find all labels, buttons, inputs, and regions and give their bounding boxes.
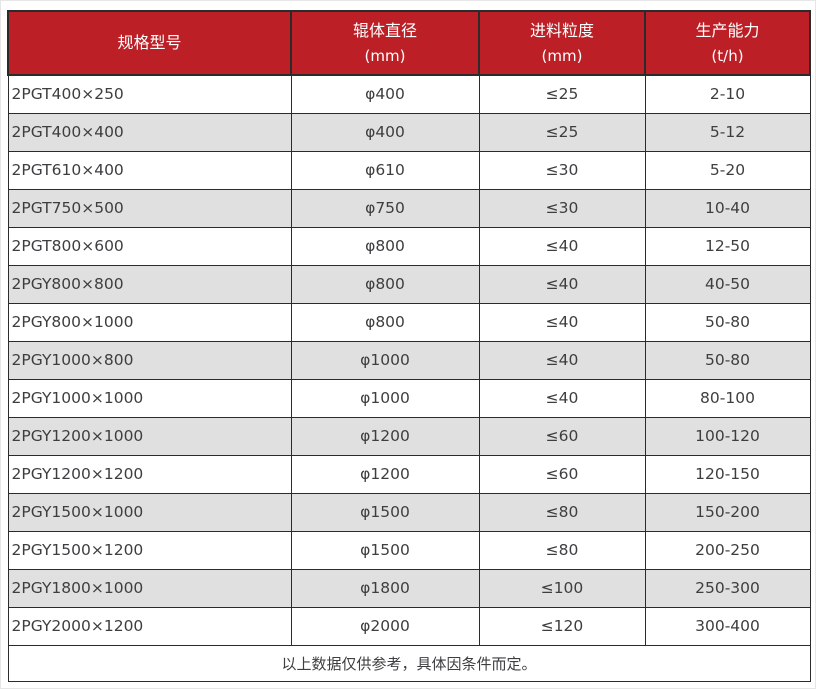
header-cell-model: 规格型号: [7, 10, 292, 76]
value-cell: 5-12: [644, 112, 811, 152]
value-cell: 40-50: [644, 264, 811, 304]
table-row: 2PGY1500×1000 φ1500 ≤80 150-200: [7, 492, 811, 532]
value-cell: 50-80: [644, 302, 811, 342]
model-cell: 2PGY1500×1200: [7, 530, 292, 570]
value-cell: ≤40: [478, 378, 646, 418]
footnote-text: 以上数据仅供参考，具体因条件而定。: [7, 644, 811, 682]
value-cell: ≤60: [478, 454, 646, 494]
table-row: 2PGT800×600 φ800 ≤40 12-50: [7, 226, 811, 266]
table-row: 2PGT400×400 φ400 ≤25 5-12: [7, 112, 811, 152]
model-cell: 2PGT400×400: [7, 112, 292, 152]
value-cell: 2-10: [644, 74, 811, 114]
value-cell: ≤25: [478, 74, 646, 114]
table-row: 2PGY2000×1200 φ2000 ≤120 300-400: [7, 606, 811, 646]
value-cell: 150-200: [644, 492, 811, 532]
spec-table: 规格型号 辊体直径 (mm) 进料粒度 (mm) 生产能力 (t/h) 2PGT…: [7, 10, 811, 682]
model-cell: 2PGY1200×1200: [7, 454, 292, 494]
model-cell: 2PGY2000×1200: [7, 606, 292, 646]
table-row: 2PGY1800×1000 φ1800 ≤100 250-300: [7, 568, 811, 608]
value-cell: φ1200: [290, 416, 480, 456]
value-cell: ≤80: [478, 492, 646, 532]
value-cell: 100-120: [644, 416, 811, 456]
table-row: 2PGY1200×1200 φ1200 ≤60 120-150: [7, 454, 811, 494]
value-cell: ≤40: [478, 302, 646, 342]
value-cell: ≤60: [478, 416, 646, 456]
header-title: 规格型号: [117, 33, 182, 52]
value-cell: φ1200: [290, 454, 480, 494]
value-cell: φ750: [290, 188, 480, 228]
table-row: 2PGY1500×1200 φ1500 ≤80 200-250: [7, 530, 811, 570]
value-cell: 250-300: [644, 568, 811, 608]
header-row: 规格型号 辊体直径 (mm) 进料粒度 (mm) 生产能力 (t/h): [7, 10, 811, 76]
header-title: 生产能力: [695, 21, 760, 40]
value-cell: φ1500: [290, 492, 480, 532]
value-cell: φ800: [290, 264, 480, 304]
value-cell: ≤40: [478, 340, 646, 380]
spec-table-footer: 以上数据仅供参考，具体因条件而定。: [7, 644, 811, 682]
value-cell: φ610: [290, 150, 480, 190]
model-cell: 2PGY1000×800: [7, 340, 292, 380]
value-cell: φ800: [290, 302, 480, 342]
header-cell-feed-size: 进料粒度 (mm): [478, 10, 646, 76]
value-cell: φ2000: [290, 606, 480, 646]
model-cell: 2PGT400×250: [7, 74, 292, 114]
model-cell: 2PGT610×400: [7, 150, 292, 190]
header-unit: (mm): [541, 47, 583, 65]
header-title: 进料粒度: [529, 21, 594, 40]
table-row: 2PGT750×500 φ750 ≤30 10-40: [7, 188, 811, 228]
header-cell-roller-diameter: 辊体直径 (mm): [290, 10, 480, 76]
value-cell: ≤30: [478, 188, 646, 228]
model-cell: 2PGY1500×1000: [7, 492, 292, 532]
model-cell: 2PGY1000×1000: [7, 378, 292, 418]
value-cell: 5-20: [644, 150, 811, 190]
value-cell: φ1000: [290, 340, 480, 380]
table-row: 2PGY1000×1000 φ1000 ≤40 80-100: [7, 378, 811, 418]
model-cell: 2PGY800×1000: [7, 302, 292, 342]
table-row: 2PGY800×800 φ800 ≤40 40-50: [7, 264, 811, 304]
value-cell: 300-400: [644, 606, 811, 646]
value-cell: φ400: [290, 112, 480, 152]
value-cell: φ1000: [290, 378, 480, 418]
header-title: 辊体直径: [352, 21, 417, 40]
header-unit: (mm): [364, 47, 406, 65]
model-cell: 2PGY1200×1000: [7, 416, 292, 456]
value-cell: φ1800: [290, 568, 480, 608]
value-cell: ≤30: [478, 150, 646, 190]
value-cell: 12-50: [644, 226, 811, 266]
value-cell: 10-40: [644, 188, 811, 228]
model-cell: 2PGT800×600: [7, 226, 292, 266]
header-unit: (t/h): [711, 47, 744, 65]
table-row: 2PGY1200×1000 φ1200 ≤60 100-120: [7, 416, 811, 456]
value-cell: 200-250: [644, 530, 811, 570]
table-row: 2PGT610×400 φ610 ≤30 5-20: [7, 150, 811, 190]
model-cell: 2PGT750×500: [7, 188, 292, 228]
value-cell: φ800: [290, 226, 480, 266]
value-cell: ≤120: [478, 606, 646, 646]
value-cell: φ1500: [290, 530, 480, 570]
value-cell: ≤100: [478, 568, 646, 608]
value-cell: ≤40: [478, 264, 646, 304]
value-cell: 80-100: [644, 378, 811, 418]
model-cell: 2PGY800×800: [7, 264, 292, 304]
table-row: 2PGY1000×800 φ1000 ≤40 50-80: [7, 340, 811, 380]
spec-table-header: 规格型号 辊体直径 (mm) 进料粒度 (mm) 生产能力 (t/h): [7, 10, 811, 76]
value-cell: ≤80: [478, 530, 646, 570]
table-row: 2PGT400×250 φ400 ≤25 2-10: [7, 74, 811, 114]
table-row: 2PGY800×1000 φ800 ≤40 50-80: [7, 302, 811, 342]
value-cell: ≤25: [478, 112, 646, 152]
value-cell: φ400: [290, 74, 480, 114]
spec-table-body: 2PGT400×250 φ400 ≤25 2-10 2PGT400×400 φ400 ≤25…: [7, 74, 811, 646]
header-cell-capacity: 生产能力 (t/h): [644, 10, 811, 76]
value-cell: 120-150: [644, 454, 811, 494]
value-cell: ≤40: [478, 226, 646, 266]
value-cell: 50-80: [644, 340, 811, 380]
footnote-row: 以上数据仅供参考，具体因条件而定。: [7, 644, 811, 682]
model-cell: 2PGY1800×1000: [7, 568, 292, 608]
